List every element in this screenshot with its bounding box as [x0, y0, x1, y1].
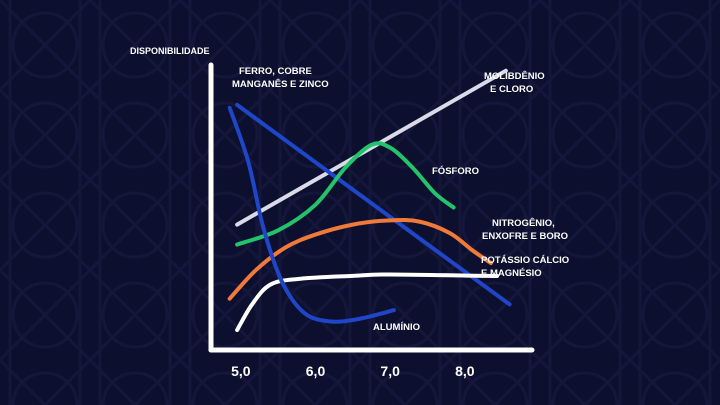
series-label-potassium-line-2: E MAGNÉSIO [481, 268, 542, 279]
series-layer [227, 68, 512, 333]
x-tick-label: 6,0 [306, 363, 326, 379]
series-label-nitrogen-line-2: ENXOFRE E BORO [482, 231, 568, 242]
x-tick-label: 8,0 [455, 363, 475, 379]
x-tick-label: 5,0 [231, 363, 251, 379]
series-label-molybdenum-line-1: MOLIBDÊNIO [484, 70, 545, 82]
series-label-aluminum: ALUMÍNIO [373, 322, 420, 333]
series-line-molybdenum [235, 68, 508, 227]
series-line-phosphorus [235, 141, 456, 247]
series-line-potassium [235, 272, 500, 333]
x-tick-label: 7,0 [380, 363, 400, 379]
series-label-potassium: POTÁSSIO CÁLCIO E MAGNÉSIO [481, 255, 572, 279]
series-line-iron [235, 102, 512, 307]
series-label-iron-line-2: MANGANÊS E ZINCO [232, 78, 329, 90]
series-label-iron: FERRO, COBRE MANGANÊS E ZINCO [232, 66, 329, 90]
series-label-molybdenum: MOLIBDÊNIO E CLORO [484, 70, 547, 95]
series-label-nitrogen: NITROGÊNIO, ENXOFRE E BORO [482, 217, 568, 242]
y-axis-label: DISPONIBILIDADE [130, 46, 210, 56]
tick-layer: 5,0 6,0 7,0 8,0 [231, 363, 475, 379]
series-line-aluminum [227, 105, 396, 324]
series-label-nitrogen-line-1: NITROGÊNIO, [492, 217, 555, 229]
series-label-potassium-line-1: POTÁSSIO CÁLCIO [481, 255, 569, 266]
series-label-phosphorus: FÓSFORO [432, 165, 479, 177]
series-label-iron-line-1: FERRO, COBRE [239, 66, 312, 77]
series-label-molybdenum-line-2: E CLORO [490, 84, 533, 95]
